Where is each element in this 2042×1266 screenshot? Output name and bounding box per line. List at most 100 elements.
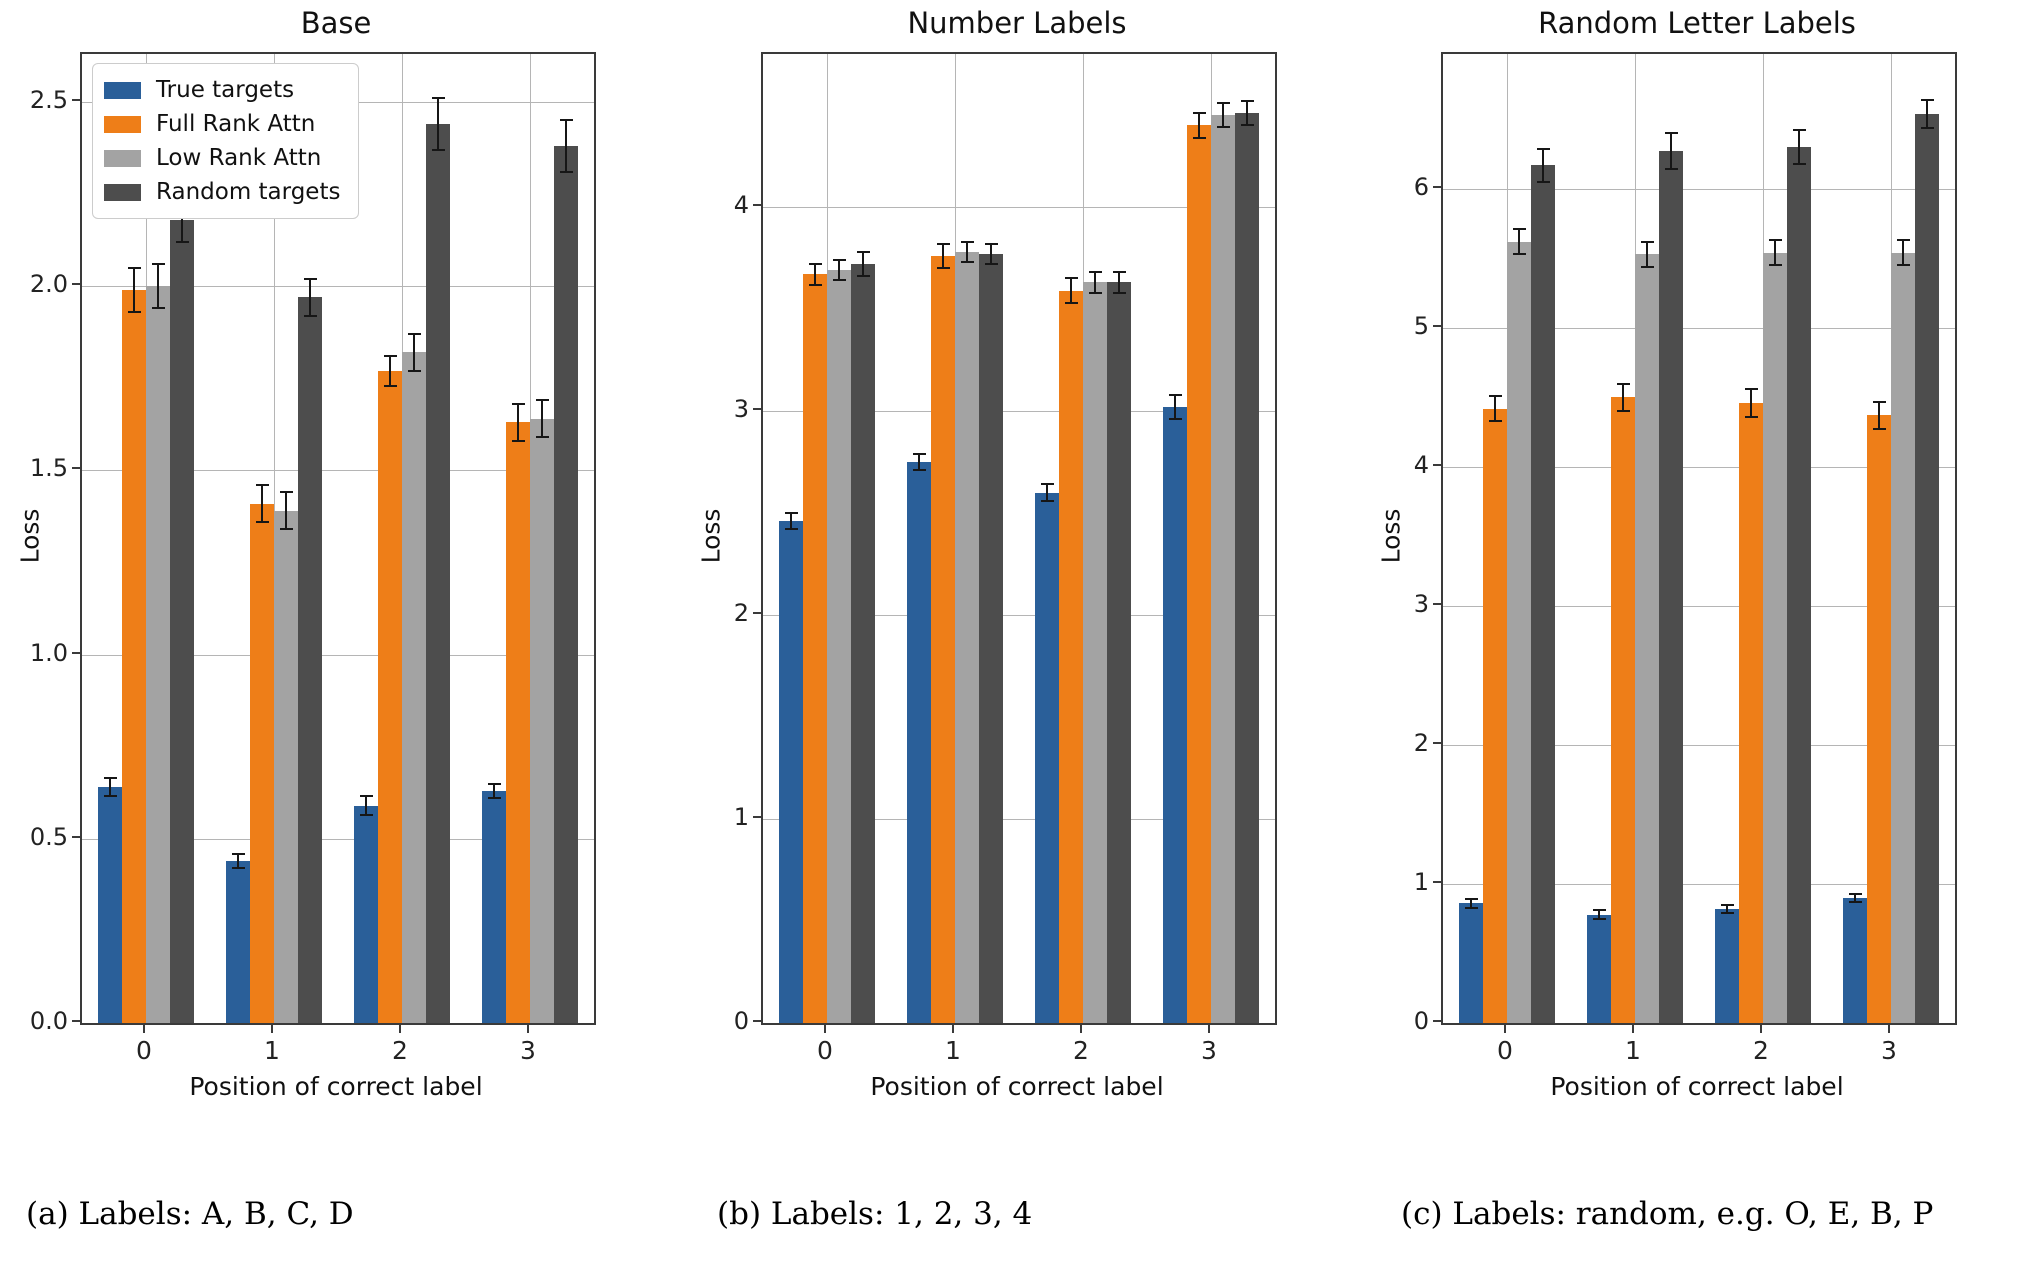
error-bar-cap — [1616, 382, 1630, 385]
bar — [931, 255, 955, 1023]
y-axis-label: Loss — [1376, 508, 1406, 564]
error-bar-cap — [487, 797, 501, 800]
y-tick-mark — [1433, 880, 1441, 883]
error-bar-cap — [383, 355, 397, 358]
gridline — [763, 615, 1275, 616]
bar — [530, 418, 554, 1023]
error-bar-cap — [1744, 415, 1758, 418]
error-bar-cap — [1872, 428, 1886, 431]
y-tick-label: 1 — [733, 803, 749, 831]
error-bar — [1670, 133, 1672, 170]
y-tick-mark — [753, 408, 761, 410]
error-bar-cap — [1112, 291, 1126, 294]
bar — [955, 251, 979, 1023]
error-bar-cap — [1512, 228, 1526, 231]
y-tick-label: 0 — [733, 1007, 749, 1035]
error-bar — [157, 264, 159, 309]
gridline — [1443, 883, 1955, 885]
legend-item: Low Rank Attn — [104, 141, 340, 175]
y-tick-label: 0.0 — [29, 1007, 68, 1035]
y-tick-mark — [753, 612, 761, 614]
error-bar-cap — [936, 267, 950, 270]
error-bar — [1854, 893, 1856, 903]
error-bar-cap — [487, 782, 501, 785]
error-bar-cap — [535, 436, 549, 439]
error-bar — [1542, 148, 1544, 182]
error-bar — [1798, 130, 1800, 164]
chart-title: Random Letter Labels — [1538, 6, 1856, 40]
error-bar-cap — [1616, 410, 1630, 413]
bar — [98, 787, 122, 1023]
bar — [1083, 282, 1107, 1023]
bar — [1659, 151, 1683, 1023]
y-tick-mark — [72, 467, 80, 470]
error-bar-cap — [1040, 483, 1054, 486]
error-bar-cap — [359, 795, 373, 798]
chart-title: Base — [300, 6, 372, 40]
error-bar-cap — [559, 119, 573, 122]
bar — [378, 370, 402, 1023]
bar — [1507, 241, 1531, 1023]
error-bar-cap — [1216, 101, 1230, 104]
bar — [1163, 406, 1187, 1023]
error-bar-cap — [231, 852, 245, 855]
error-bar — [365, 796, 367, 815]
error-bar-cap — [103, 777, 117, 779]
error-bar-cap — [1512, 253, 1526, 256]
x-tick-label: 0 — [1497, 1036, 1513, 1065]
legend-label: Random targets — [156, 179, 341, 205]
plot-area — [761, 52, 1277, 1025]
error-bar — [790, 513, 792, 530]
error-bar — [493, 783, 495, 799]
error-bar-cap — [1848, 901, 1862, 904]
error-bar-cap — [784, 512, 798, 514]
legend-color-swatch — [104, 149, 141, 167]
error-bar-cap — [960, 240, 974, 243]
y-tick-label: 1.5 — [29, 454, 68, 483]
error-bar — [285, 492, 287, 530]
subcaption-a: (a) Labels: A, B, C, D — [26, 1196, 354, 1232]
error-bar-cap — [407, 333, 421, 336]
error-bar-cap — [511, 439, 525, 442]
error-bar-cap — [255, 520, 269, 523]
gridline — [763, 207, 1275, 208]
error-bar-cap — [1664, 132, 1678, 135]
error-bar — [942, 243, 944, 269]
y-tick-label: 5 — [1413, 311, 1429, 340]
x-axis-label: Position of correct label — [870, 1072, 1164, 1101]
error-bar-cap — [151, 307, 165, 310]
gridline — [82, 838, 594, 840]
x-tick-mark — [1760, 1025, 1762, 1033]
bar — [354, 805, 378, 1023]
bar — [1787, 147, 1811, 1023]
gridline — [82, 470, 594, 472]
gridline — [763, 819, 1275, 820]
gridline — [82, 654, 594, 656]
error-bar-cap — [1920, 98, 1934, 101]
y-tick-label: 3 — [733, 395, 749, 423]
error-bar-cap — [1488, 395, 1502, 397]
error-bar — [1118, 272, 1120, 293]
y-axis-label: Loss — [696, 508, 726, 564]
y-tick-label: 0 — [1413, 1007, 1429, 1035]
gridline — [1443, 744, 1955, 746]
y-tick-mark — [1433, 602, 1441, 605]
error-bar — [1174, 394, 1176, 420]
error-bar — [109, 778, 111, 797]
error-bar — [862, 251, 864, 277]
y-tick-mark — [72, 1020, 80, 1022]
error-bar — [990, 243, 992, 265]
y-tick-mark — [72, 835, 80, 838]
y-tick-mark — [1433, 185, 1441, 188]
error-bar — [1646, 241, 1648, 267]
y-tick-mark — [1433, 324, 1441, 327]
legend-color-swatch — [104, 81, 141, 99]
bar — [250, 503, 274, 1023]
x-tick-label: 0 — [136, 1036, 152, 1065]
x-tick-label: 3 — [520, 1036, 536, 1065]
error-bar-cap — [1040, 499, 1054, 502]
error-bar-cap — [511, 403, 525, 406]
error-bar-cap — [127, 266, 141, 269]
error-bar — [413, 334, 415, 371]
